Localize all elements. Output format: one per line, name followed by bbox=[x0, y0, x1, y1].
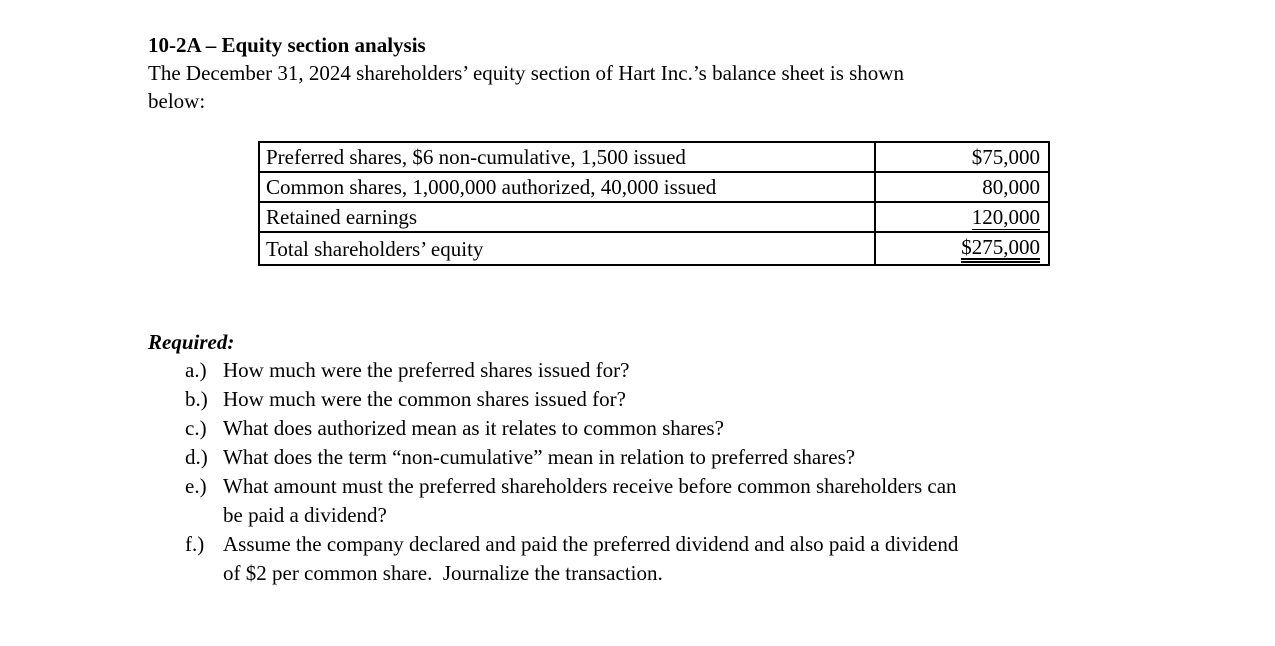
row-amount: $275,000 bbox=[874, 231, 1050, 266]
exercise-title: 10-2A – Equity section analysis bbox=[148, 33, 426, 57]
intro-line-1: The December 31, 2024 shareholders’ equi… bbox=[148, 61, 904, 85]
list-item-marker: e.) bbox=[185, 474, 207, 498]
row-amount: $75,000 bbox=[874, 141, 1050, 173]
list-item-marker: d.) bbox=[185, 445, 208, 469]
list-item-e: e.) What amount must the preferred share… bbox=[185, 472, 1275, 530]
amount-value: 80,000 bbox=[982, 175, 1040, 199]
row-label: Retained earnings bbox=[258, 201, 876, 233]
list-item-line: Assume the company declared and paid the… bbox=[223, 532, 959, 556]
list-item-line: What does authorized mean as it relates … bbox=[223, 416, 724, 440]
table-row-common-shares: Common shares, 1,000,000 authorized, 40,… bbox=[258, 171, 1050, 203]
list-item-line: What amount must the preferred sharehold… bbox=[223, 474, 957, 498]
table-row-preferred-shares: Preferred shares, $6 non-cumulative, 1,5… bbox=[258, 141, 1050, 173]
list-item-c: c.) What does authorized mean as it rela… bbox=[185, 414, 1275, 443]
list-item-marker: f.) bbox=[185, 532, 205, 556]
list-item-marker: a.) bbox=[185, 358, 207, 382]
list-item-text: Assume the company declared and paid the… bbox=[223, 530, 1118, 588]
equity-table: Preferred shares, $6 non-cumulative, 1,5… bbox=[258, 141, 1050, 266]
list-item-line: What does the term “non-cumulative” mean… bbox=[223, 445, 856, 469]
list-item-a: a.) How much were the preferred shares i… bbox=[185, 356, 1275, 385]
list-item-line: How much were the preferred shares issue… bbox=[223, 358, 630, 382]
row-label: Common shares, 1,000,000 authorized, 40,… bbox=[258, 171, 876, 203]
amount-value: $75,000 bbox=[971, 145, 1040, 169]
list-item-line: of $2 per common share. Journalize the t… bbox=[223, 561, 663, 585]
list-item-marker: c.) bbox=[185, 416, 207, 440]
row-label: Preferred shares, $6 non-cumulative, 1,5… bbox=[258, 141, 876, 173]
list-item-text: How much were the common shares issued f… bbox=[223, 385, 1118, 414]
row-label: Total shareholders’ equity bbox=[258, 231, 876, 266]
list-item-d: d.) What does the term “non-cumulative” … bbox=[185, 443, 1275, 472]
list-item-marker: b.) bbox=[185, 387, 208, 411]
row-amount: 80,000 bbox=[874, 171, 1050, 203]
amount-value: 120,000 bbox=[971, 205, 1040, 230]
list-item-text: What does the term “non-cumulative” mean… bbox=[223, 443, 1118, 472]
row-amount: 120,000 bbox=[874, 201, 1050, 233]
list-item-b: b.) How much were the common shares issu… bbox=[185, 385, 1275, 414]
intro-line-2: below: bbox=[148, 89, 206, 113]
required-heading: Required: bbox=[148, 330, 235, 354]
table-row-retained-earnings: Retained earnings 120,000 bbox=[258, 201, 1050, 233]
list-item-line: be paid a dividend? bbox=[223, 503, 387, 527]
list-item-line: How much were the common shares issued f… bbox=[223, 387, 626, 411]
list-item-text: How much were the preferred shares issue… bbox=[223, 356, 1118, 385]
table-row-total-equity: Total shareholders’ equity $275,000 bbox=[258, 231, 1050, 266]
list-item-text: What does authorized mean as it relates … bbox=[223, 414, 1118, 443]
amount-value: $275,000 bbox=[961, 237, 1040, 263]
list-item-text: What amount must the preferred sharehold… bbox=[223, 472, 1118, 530]
required-list: a.) How much were the preferred shares i… bbox=[148, 356, 1275, 588]
intro-paragraph: The December 31, 2024 shareholders’ equi… bbox=[148, 59, 1275, 115]
list-item-f: f.) Assume the company declared and paid… bbox=[185, 530, 1275, 588]
